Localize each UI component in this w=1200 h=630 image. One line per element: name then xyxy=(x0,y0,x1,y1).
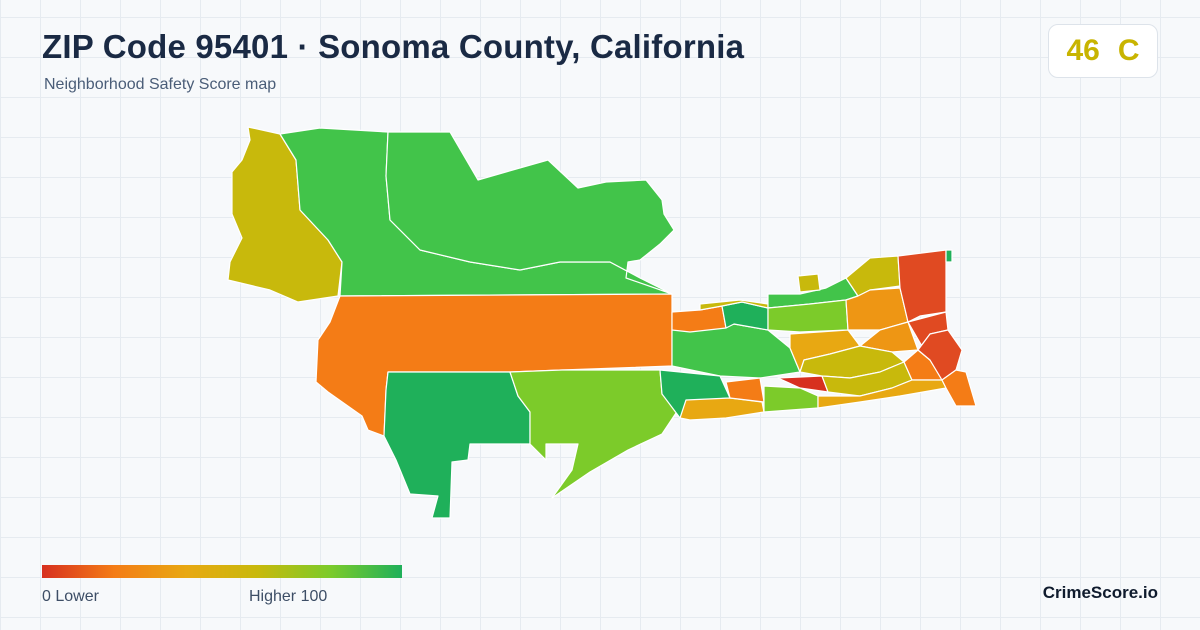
region-core-north-olive[interactable] xyxy=(699,299,769,311)
page-title: ZIP Code 95401 · Sonoma County, Californ… xyxy=(42,28,745,65)
brand-logo-text: CrimeScore.io xyxy=(1042,583,1158,602)
region-east-amber-strip[interactable] xyxy=(679,397,765,421)
legend-gradient-bar xyxy=(42,565,402,578)
region-core-north-orange[interactable] xyxy=(671,305,727,333)
legend-max-label: Higher 100 xyxy=(249,588,328,605)
region-north-east[interactable] xyxy=(385,131,675,295)
region-southwest[interactable] xyxy=(383,371,531,519)
page-subtitle: Neighborhood Safety Score map xyxy=(44,76,277,93)
legend-min-label: 0 Lower xyxy=(42,588,99,605)
region-east-orange-a[interactable] xyxy=(725,377,765,403)
region-fe-green-tip[interactable] xyxy=(945,249,953,263)
region-fe-orange[interactable] xyxy=(941,369,977,407)
region-south[interactable] xyxy=(509,369,679,499)
score-grade: C xyxy=(1117,34,1140,67)
score-badge: 46 C xyxy=(1048,24,1158,78)
score-value: 46 xyxy=(1066,34,1100,67)
region-fe-red-c[interactable] xyxy=(917,329,963,381)
region-fe-red[interactable] xyxy=(897,249,947,323)
region-ne-olive-small[interactable] xyxy=(797,273,821,293)
